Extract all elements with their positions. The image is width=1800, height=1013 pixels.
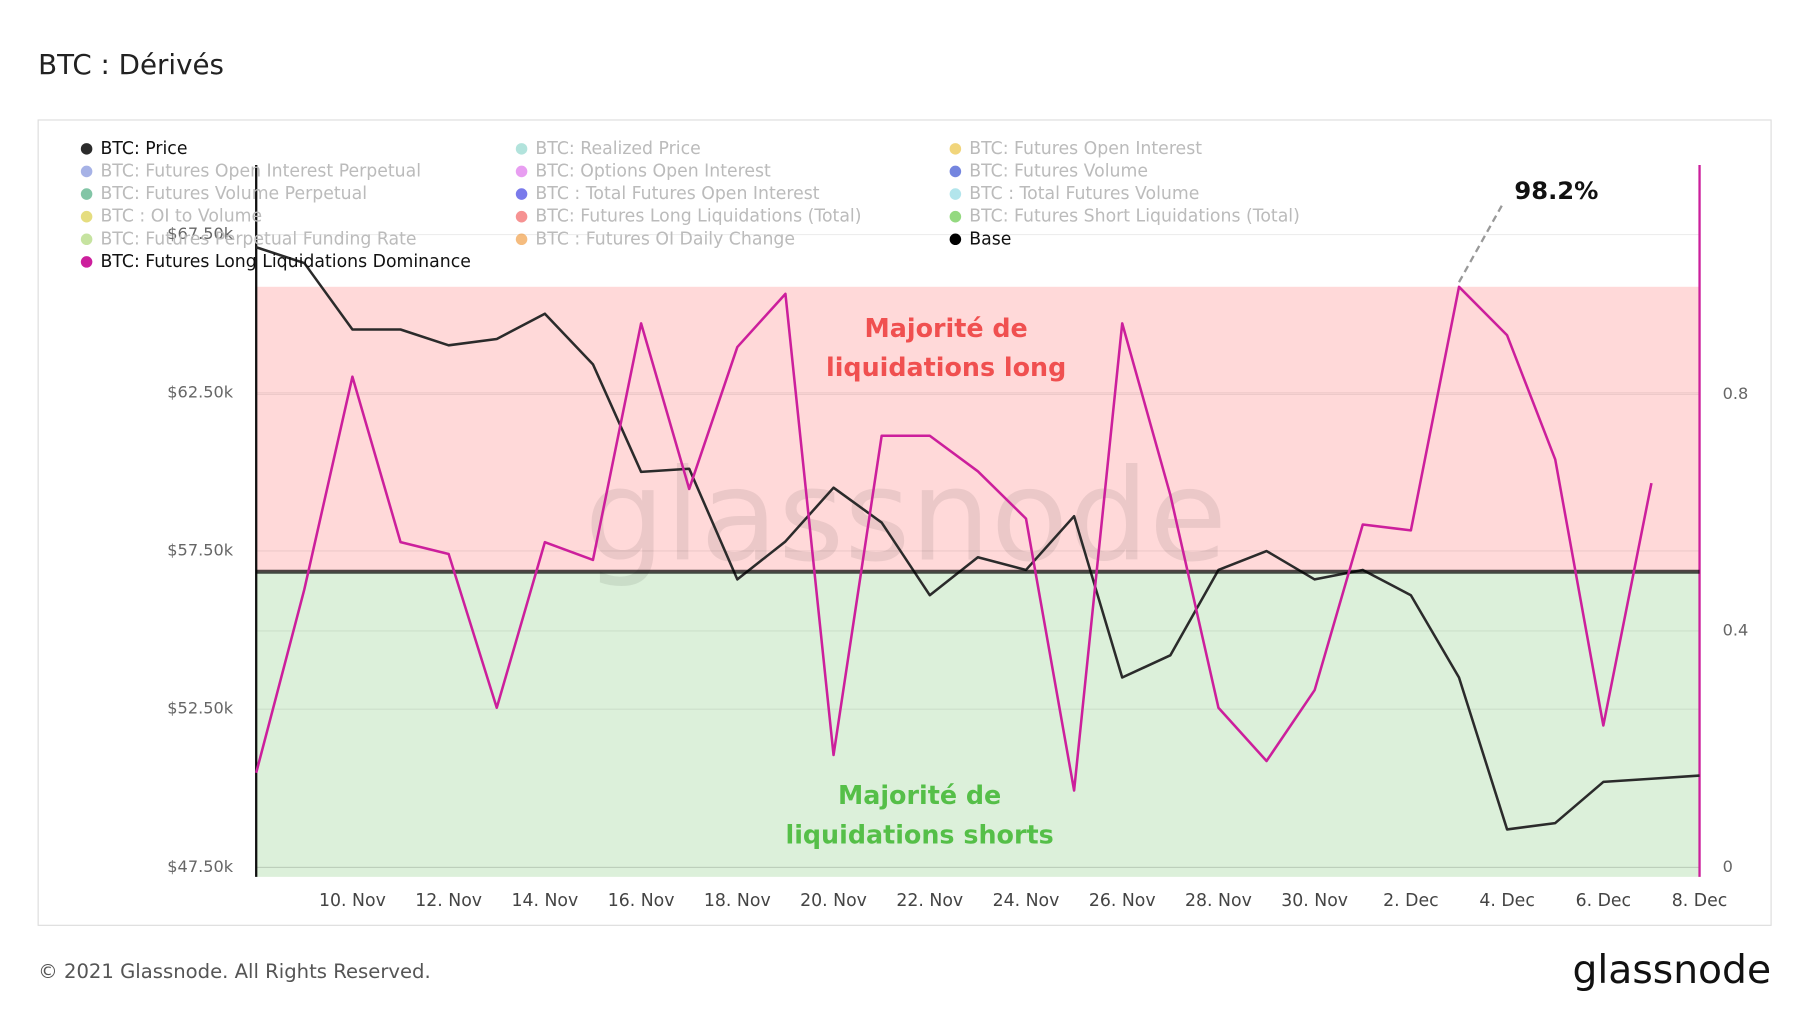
legend-marker — [949, 188, 962, 200]
legend-marker — [949, 210, 962, 223]
legend-label: BTC : Futures OI Daily Change — [535, 229, 795, 249]
legend-marker — [80, 256, 93, 268]
legend-label: BTC: Options Open Interest — [535, 161, 771, 181]
legend-marker — [515, 165, 528, 178]
legend-label: Base — [969, 229, 1011, 249]
legend-label: BTC : OI to Volume — [100, 207, 262, 227]
x-tick-label: 22. Nov — [896, 891, 963, 911]
legend-label: BTC : Total Futures Volume — [969, 184, 1199, 204]
legend-marker — [80, 233, 93, 246]
x-tick-label: 14. Nov — [511, 891, 578, 911]
x-tick-label: 12. Nov — [415, 891, 482, 911]
legend-marker — [80, 210, 93, 223]
y-tick-label: $47.50k — [167, 857, 233, 876]
region-label: liquidations shorts — [785, 819, 1053, 849]
legend-marker — [949, 165, 962, 178]
region-label: Majorité de — [838, 780, 1001, 810]
plot-area: $47.50k $52.50k $57.50k $62.50k $67.50k 0 0.4 0… — [167, 164, 1749, 911]
legend-marker — [949, 143, 962, 155]
legend-marker — [949, 233, 962, 246]
legend-label: BTC: Futures Short Liquidations (Total) — [969, 207, 1300, 227]
legend-label: BTC: Price — [100, 139, 187, 159]
legend-label: BTC: Realized Price — [535, 139, 700, 159]
y2-tick-label: 0.4 — [1723, 620, 1749, 639]
y-tick-label: $62.50k — [167, 382, 233, 401]
x-tick-label: 8. Dec — [1672, 891, 1727, 911]
series-line — [255, 246, 1700, 831]
region-label: Majorité de — [865, 313, 1028, 343]
legend-label: BTC: Futures Long Liquidations (Total) — [535, 207, 861, 227]
y2-tick-label: 0.8 — [1723, 384, 1749, 403]
x-tick-label: 4. Dec — [1479, 891, 1534, 911]
annotation-leader — [1457, 203, 1504, 283]
y-tick-label: $52.50k — [167, 699, 233, 718]
legend-marker — [515, 188, 528, 200]
legend-label: BTC: Futures Long Liquidations Dominance — [100, 252, 470, 272]
chart-title: BTC : Dérivés — [38, 48, 224, 81]
legend-label: BTC: Futures Open Interest Perpetual — [100, 161, 421, 181]
region-label: liquidations long — [826, 352, 1066, 382]
legend-marker — [515, 233, 528, 246]
region — [256, 286, 1700, 572]
x-tick-label: 2. Dec — [1383, 891, 1438, 911]
x-tick-label: 26. Nov — [1089, 891, 1156, 911]
legend-marker — [515, 210, 528, 223]
y-tick-label: $67.50k — [167, 224, 233, 243]
x-tick-label: 6. Dec — [1576, 891, 1631, 911]
annotation: 98.2% — [1514, 177, 1598, 205]
legend-marker — [80, 188, 93, 200]
x-tick-label: 18. Nov — [704, 891, 771, 911]
logo: glassnode — [1573, 948, 1772, 993]
x-tick-label: 16. Nov — [608, 891, 675, 911]
y-tick-label: $57.50k — [167, 540, 233, 559]
region — [256, 571, 1700, 877]
x-tick-label: 24. Nov — [993, 891, 1060, 911]
legend-label: BTC: Futures Volume Perpetual — [100, 184, 367, 204]
legend-marker — [80, 165, 93, 178]
legend-label: BTC: Futures Perpetual Funding Rate — [100, 229, 416, 249]
legend-marker — [80, 143, 93, 155]
legend-label: BTC: Futures Open Interest — [969, 139, 1202, 159]
legend-label: BTC: Futures Volume — [969, 161, 1148, 181]
x-tick-label: 10. Nov — [319, 891, 386, 911]
x-tick-label: 30. Nov — [1281, 891, 1348, 911]
legend-marker — [515, 143, 528, 155]
watermark: glassnode — [585, 442, 1228, 590]
x-tick-label: 20. Nov — [800, 891, 867, 911]
series-line — [254, 285, 1653, 792]
y2-tick-label: 0 — [1723, 857, 1733, 876]
legend-label: BTC : Total Futures Open Interest — [535, 184, 819, 204]
x-tick-label: 28. Nov — [1185, 891, 1252, 911]
footer: © 2021 Glassnode. All Rights Reserved. — [38, 960, 431, 983]
